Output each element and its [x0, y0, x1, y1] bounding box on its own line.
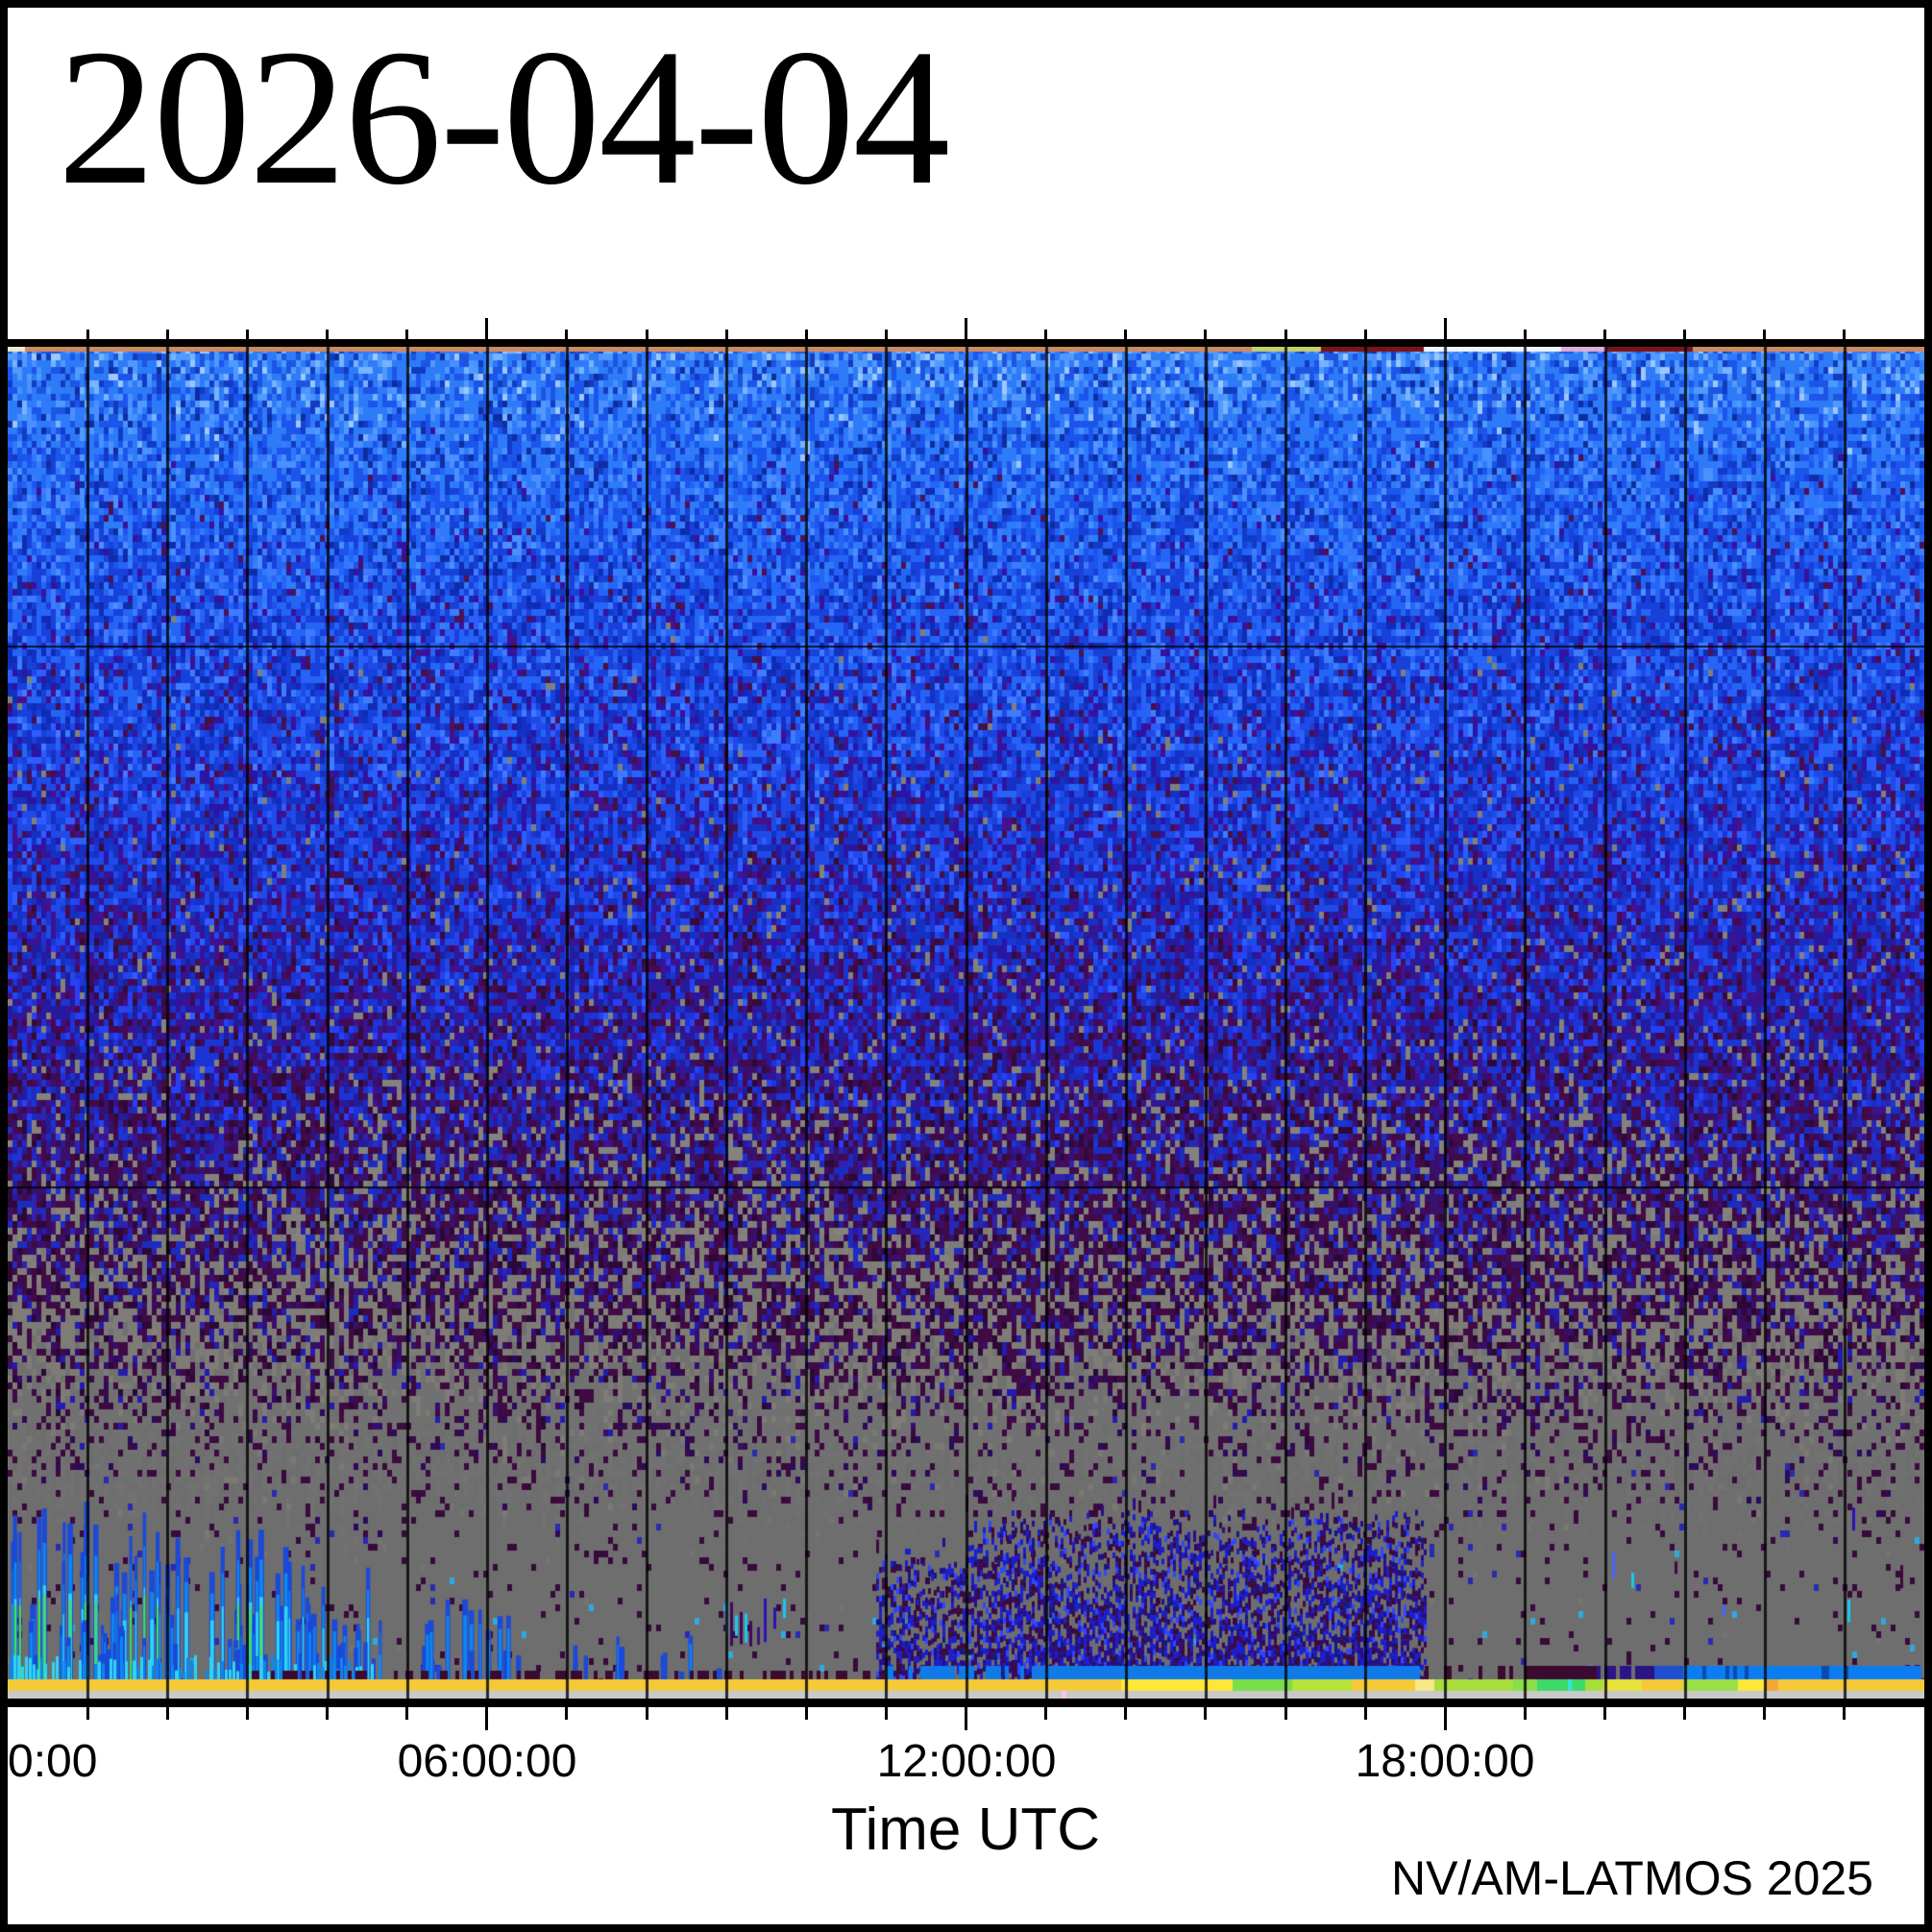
- x-tick-mark-bottom: [1044, 1707, 1048, 1720]
- x-tick-mark-bottom: [326, 1707, 329, 1720]
- x-tick-mark-top: [1763, 330, 1767, 339]
- x-tick-mark-top: [1284, 330, 1287, 339]
- x-tick-mark-top: [804, 330, 808, 339]
- x-tick-mark-bottom: [724, 1707, 728, 1720]
- frame-border-bottom: [0, 1924, 1932, 1932]
- x-tick-mark-top: [165, 330, 169, 339]
- x-tick-mark-top: [1204, 330, 1208, 339]
- x-tick-mark-bottom: [884, 1707, 888, 1720]
- x-tick-label-00: 00:00:00: [0, 1736, 98, 1787]
- x-tick-mark-bottom: [1284, 1707, 1287, 1720]
- x-tick-mark-bottom: [1683, 1707, 1687, 1720]
- x-tick-mark-bottom: [1443, 1707, 1447, 1730]
- x-tick-mark-top: [965, 318, 967, 339]
- x-tick-mark-bottom: [1603, 1707, 1606, 1720]
- x-tick-mark-top: [1683, 330, 1687, 339]
- spectrogram-canvas: [8, 347, 1924, 1699]
- x-tick-mark-bottom: [1124, 1707, 1128, 1720]
- x-tick-mark-bottom: [1204, 1707, 1208, 1720]
- x-tick-mark-top: [565, 330, 569, 339]
- x-tick-mark-top: [326, 330, 329, 339]
- x-tick-mark-bottom: [1523, 1707, 1527, 1720]
- frame-border-top: [0, 0, 1932, 8]
- x-tick-mark-bottom: [485, 1707, 489, 1730]
- x-tick-mark-top: [1843, 330, 1846, 339]
- credit-text: NV/AM-LATMOS 2025: [1390, 1851, 1873, 1905]
- x-tick-label-18: 18:00:00: [1355, 1736, 1535, 1787]
- x-tick-mark-bottom: [565, 1707, 569, 1720]
- x-tick-mark-top: [405, 330, 409, 339]
- x-tick-mark-top: [1443, 318, 1447, 339]
- x-tick-mark-top: [1523, 330, 1527, 339]
- plot-bottom-axis: [0, 1699, 1932, 1707]
- x-axis-title: Time UTC: [830, 1797, 1101, 1863]
- plot-top-axis: [0, 339, 1932, 347]
- x-tick-mark-top: [724, 330, 728, 339]
- x-tick-label-12: 12:00:00: [876, 1736, 1057, 1787]
- x-tick-mark-bottom: [645, 1707, 648, 1720]
- x-tick-mark-bottom: [804, 1707, 808, 1720]
- x-tick-mark-top: [245, 330, 249, 339]
- x-tick-mark-top: [884, 330, 888, 339]
- frame-border-left: [0, 0, 8, 1932]
- x-tick-mark-top: [485, 318, 489, 339]
- x-tick-mark-top: [1603, 330, 1606, 339]
- x-tick-mark-bottom: [405, 1707, 409, 1720]
- x-tick-mark-bottom: [1363, 1707, 1367, 1720]
- x-tick-mark-bottom: [86, 1707, 89, 1720]
- x-tick-label-06: 06:00:00: [397, 1736, 577, 1787]
- x-tick-mark-bottom: [245, 1707, 249, 1720]
- x-tick-mark-bottom: [1763, 1707, 1767, 1720]
- x-tick-mark-bottom: [1843, 1707, 1846, 1720]
- x-tick-mark-top: [1044, 330, 1048, 339]
- x-tick-mark-top: [1363, 330, 1367, 339]
- x-tick-mark-top: [645, 330, 648, 339]
- x-tick-mark-top: [1124, 330, 1128, 339]
- x-tick-mark-bottom: [965, 1707, 967, 1730]
- frame-border-right: [1924, 0, 1932, 1932]
- x-tick-mark-bottom: [165, 1707, 169, 1720]
- x-tick-mark-top: [86, 330, 89, 339]
- page-title: 2026-04-04: [58, 9, 950, 225]
